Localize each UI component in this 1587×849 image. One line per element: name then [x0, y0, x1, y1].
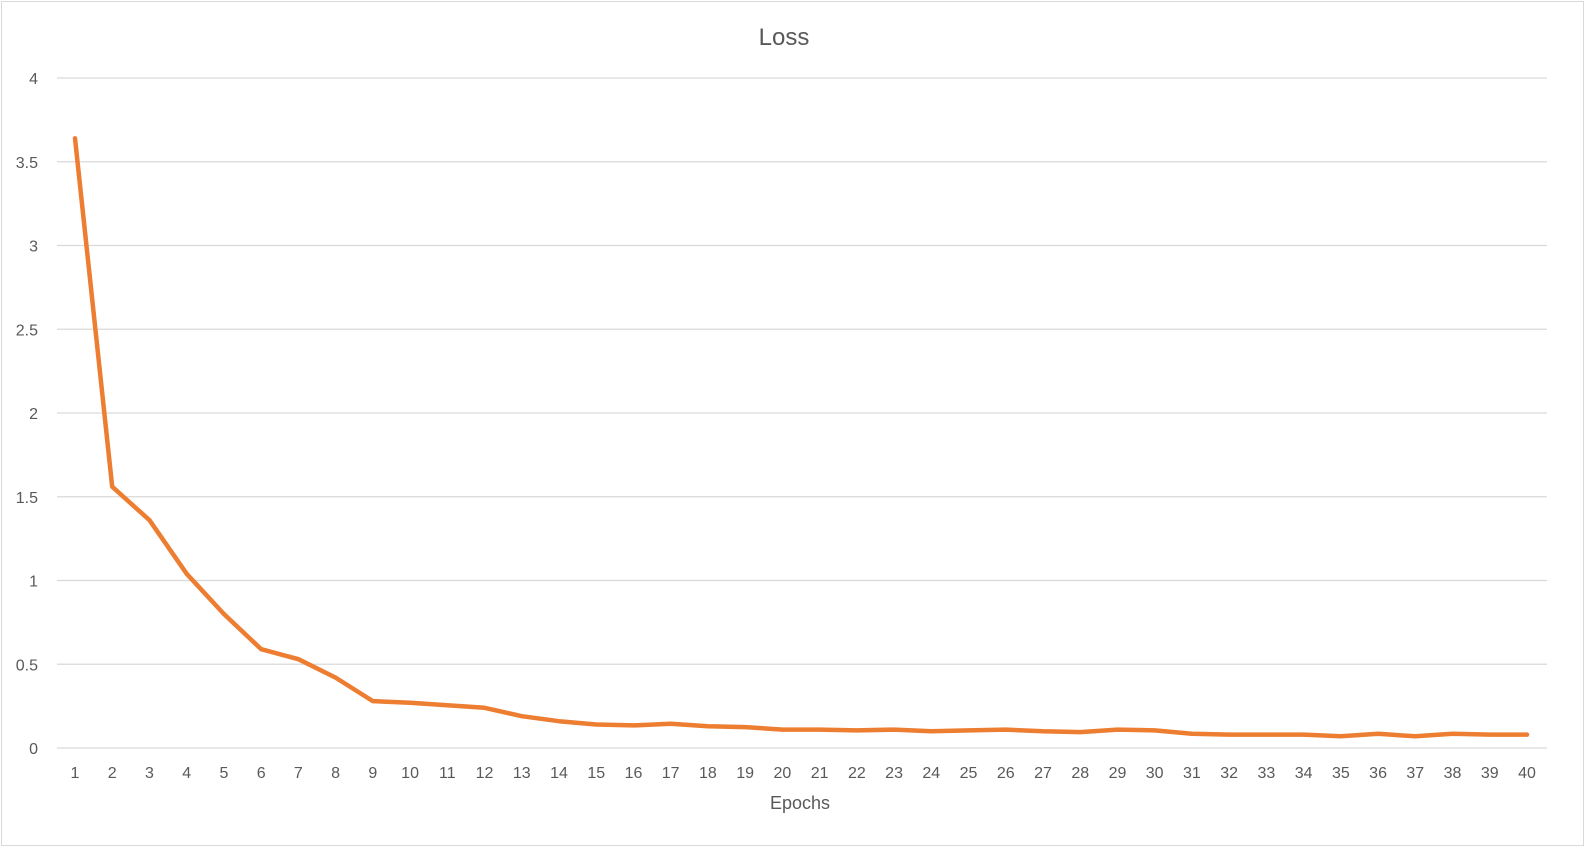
x-tick-label: 10	[401, 765, 419, 782]
x-tick-label: 17	[662, 765, 680, 782]
x-tick-label: 38	[1444, 765, 1462, 782]
gridlines	[57, 77, 1547, 749]
y-tick-label: 3	[29, 239, 38, 256]
x-tick-label: 19	[736, 765, 754, 782]
x-tick-label: 2	[108, 765, 117, 782]
y-tick-label: 3.5	[16, 155, 38, 172]
x-tick-label: 32	[1220, 765, 1238, 782]
y-tick-label: 4	[29, 71, 38, 88]
x-tick-label: 11	[439, 765, 456, 782]
x-tick-label: 23	[885, 765, 903, 782]
x-tick-label: 9	[368, 765, 377, 782]
x-tick-label: 14	[550, 765, 568, 782]
x-tick-label: 28	[1071, 765, 1089, 782]
y-tick-label: 2.5	[16, 322, 38, 339]
x-tick-label: 16	[625, 765, 643, 782]
x-axis-title: Epochs	[770, 793, 830, 813]
x-tick-label: 5	[219, 765, 228, 782]
y-tick-label: 2	[29, 406, 38, 423]
y-tick-label: 0	[29, 741, 38, 758]
x-tick-label: 31	[1183, 765, 1201, 782]
x-tick-label: 15	[587, 765, 605, 782]
x-tick-label: 12	[476, 765, 494, 782]
x-tick-label: 13	[513, 765, 531, 782]
x-tick-label: 21	[811, 765, 829, 782]
series-layer	[72, 136, 1530, 739]
x-tick-label: 8	[331, 765, 340, 782]
y-tick-label: 0.5	[16, 657, 38, 674]
x-axis-tick-labels: 1 2 3 4 5 6 7 8 9 10 11 12 13 14 15 16 17 18 19 20 21 22 23 24 2…	[71, 765, 1536, 782]
x-tick-label: 27	[1034, 765, 1052, 782]
y-axis-tick-labels: 0 0.5 1 1.5 2 2.5 3 3.5 4	[16, 71, 38, 758]
x-tick-label: 33	[1257, 765, 1275, 782]
x-tick-label: 18	[699, 765, 717, 782]
x-tick-label: 6	[257, 765, 266, 782]
x-tick-label: 7	[294, 765, 303, 782]
x-tick-label: 30	[1146, 765, 1164, 782]
y-tick-label: 1.5	[16, 490, 38, 507]
x-tick-label: 22	[848, 765, 866, 782]
x-tick-label: 35	[1332, 765, 1350, 782]
x-tick-label: 40	[1518, 765, 1536, 782]
x-tick-label: 20	[773, 765, 791, 782]
x-tick-label: 1	[71, 765, 80, 782]
x-tick-label: 37	[1406, 765, 1424, 782]
x-tick-label: 34	[1295, 765, 1313, 782]
x-tick-label: 26	[997, 765, 1015, 782]
x-tick-label: 36	[1369, 765, 1387, 782]
x-tick-label: 3	[145, 765, 154, 782]
x-tick-label: 29	[1109, 765, 1127, 782]
x-tick-label: 24	[922, 765, 940, 782]
y-tick-label: 1	[29, 574, 38, 591]
series-line	[72, 136, 1530, 739]
x-tick-label: 4	[182, 765, 191, 782]
x-tick-label: 39	[1481, 765, 1499, 782]
chart-title: Loss	[759, 24, 810, 51]
x-tick-label: 25	[960, 765, 978, 782]
